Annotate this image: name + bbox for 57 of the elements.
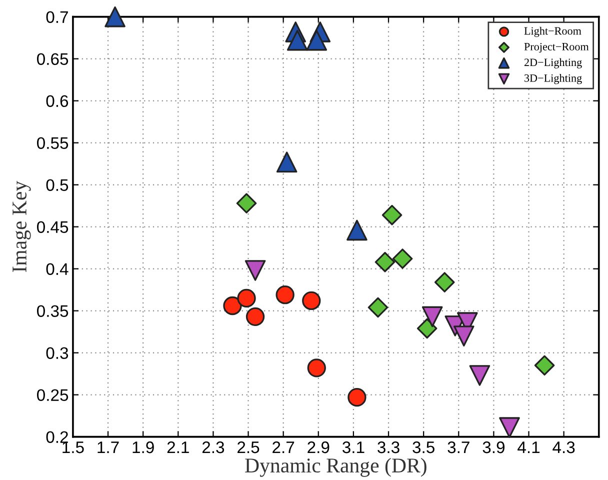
point <box>368 297 388 318</box>
point <box>422 306 443 328</box>
x-tick-label: 2.7 <box>272 441 294 454</box>
x-tick-label: 1.5 <box>62 442 84 454</box>
y-tick-label: 0.35 <box>37 305 68 318</box>
point <box>469 365 490 386</box>
x-tick-label: 1.7 <box>98 442 119 454</box>
legend-label: 3D−Lighting <box>524 74 582 84</box>
y-tick-label: 0.25 <box>37 389 68 402</box>
point <box>382 204 402 226</box>
point <box>276 152 298 173</box>
point <box>348 388 366 407</box>
y-tick-label: 0.65 <box>37 53 68 66</box>
point <box>244 260 266 281</box>
point <box>392 248 413 269</box>
x-tick-label: 4.3 <box>552 441 575 454</box>
point <box>302 291 321 310</box>
point <box>223 296 242 316</box>
y-tick-label: 0.2 <box>46 431 68 444</box>
x-tick-label: 3.7 <box>448 441 470 454</box>
point <box>237 288 256 308</box>
x-tick-label: 2.9 <box>308 441 330 454</box>
point <box>236 193 257 214</box>
x-tick-label: 3.9 <box>482 441 504 454</box>
point <box>104 6 126 28</box>
y-tick-label: 0.7 <box>46 11 68 24</box>
point <box>346 220 368 241</box>
x-tick-label: 4.1 <box>518 442 540 454</box>
y-tick-label: 0.3 <box>46 347 68 360</box>
point <box>416 318 438 339</box>
y-tick-label: 0.5 <box>46 179 68 192</box>
point <box>307 358 326 378</box>
x-tick-label: 3.3 <box>378 441 400 454</box>
point <box>434 272 455 292</box>
x-tick-label: 2.1 <box>167 441 189 454</box>
y-tick-label: 0.6 <box>46 95 68 108</box>
point <box>374 252 396 272</box>
y-axis-title: Image Key <box>12 180 31 272</box>
x-tick-label: 3.1 <box>342 441 364 454</box>
legend-label: 2D−Lighting <box>524 58 582 68</box>
point <box>246 307 265 326</box>
x-axis-title: Dynamic Range (DR) <box>245 458 426 477</box>
y-tick-label: 0.45 <box>37 221 68 234</box>
point <box>499 417 520 438</box>
y-tick-label: 0.55 <box>37 137 68 150</box>
x-tick-label: 3.5 <box>412 441 434 454</box>
legend-label: Light−Room <box>524 26 582 37</box>
point <box>453 326 474 346</box>
point <box>534 355 555 376</box>
point <box>276 286 294 304</box>
y-tick-label: 0.4 <box>46 263 68 276</box>
point <box>306 30 328 51</box>
x-tick-label: 2.3 <box>202 441 224 454</box>
point <box>286 30 308 51</box>
legend-label: Project−Room <box>524 42 589 53</box>
x-tick-label: 2.5 <box>238 441 260 454</box>
x-tick-label: 1.9 <box>132 441 154 454</box>
